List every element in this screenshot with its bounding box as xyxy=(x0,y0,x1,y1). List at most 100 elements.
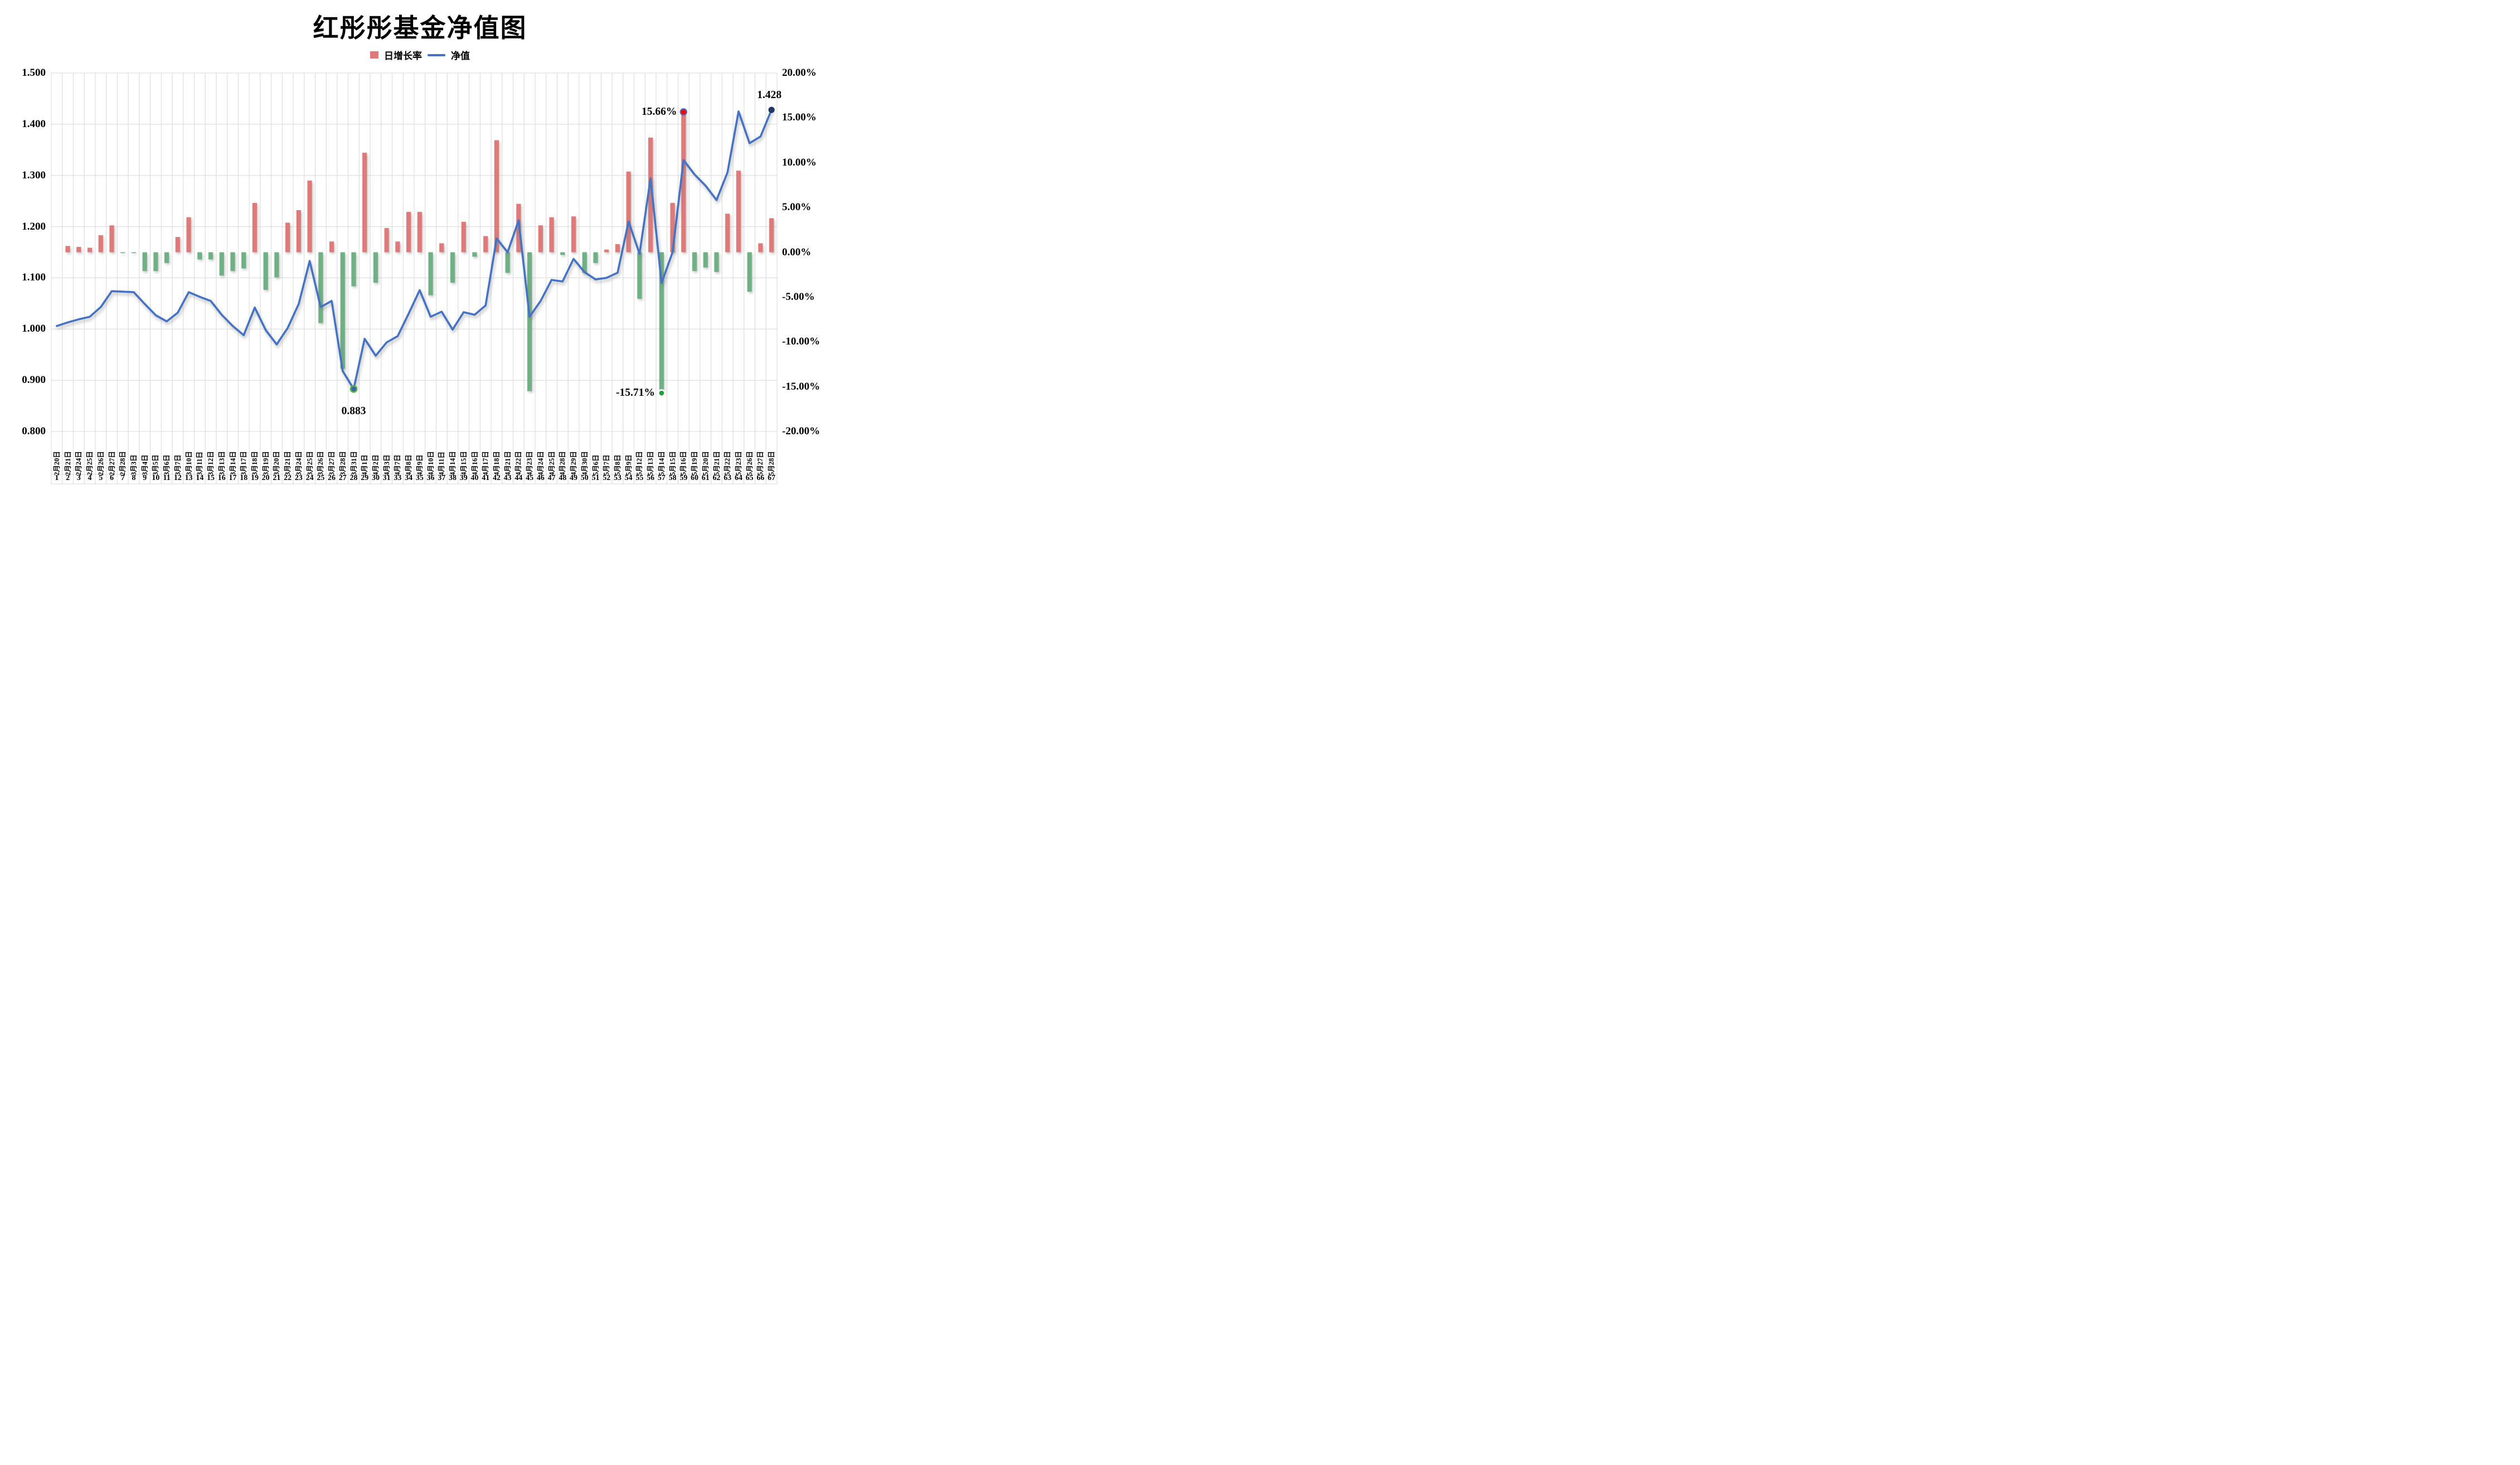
x-axis-date-label: 3月10日 xyxy=(184,451,193,476)
x-axis-index-label: 46 xyxy=(536,474,545,482)
x-axis-date-label: 5月13日 xyxy=(647,451,655,476)
gridlines xyxy=(51,72,778,484)
x-axis-index-label: 41 xyxy=(482,474,490,482)
x-axis-index-label: 44 xyxy=(514,474,523,482)
x-axis-date-label: 2月26日 xyxy=(96,451,105,476)
x-axis-index-label: 33 xyxy=(394,474,402,482)
x-axis-index-label: 48 xyxy=(559,474,567,482)
x-axis-date-label: 5月23日 xyxy=(734,451,742,476)
right-axis-tick: -5.00% xyxy=(782,290,815,303)
x-axis-date-label: 3月20日 xyxy=(273,451,281,476)
left-axis-tick: 0.800 xyxy=(22,425,46,437)
annotation-1.428: 1.428 xyxy=(757,89,782,101)
left-axis-tick: 1.300 xyxy=(22,169,46,181)
x-axis-index-label: 53 xyxy=(613,474,621,482)
x-axis-date-label: 5月9日 xyxy=(624,454,633,476)
x-axis-index-label: 21 xyxy=(273,474,281,482)
left-axis-tick: 1.100 xyxy=(22,271,46,284)
x-axis-index-label: 67 xyxy=(768,474,776,482)
x-axis-date-label: 3月11日 xyxy=(196,451,204,476)
x-axis-date-label: 5月28日 xyxy=(768,451,776,476)
x-axis-date-label: 3月5日 xyxy=(152,454,160,476)
legend-bar-label: 日增长率 xyxy=(384,51,422,61)
x-axis-index-label: 2 xyxy=(66,474,70,482)
x-axis-date-label: 3月18日 xyxy=(250,451,259,476)
x-axis-index-label: 23 xyxy=(294,474,303,482)
x-axis-index-label: 9 xyxy=(143,474,147,482)
x-axis-date-label: 3月28日 xyxy=(338,451,347,476)
x-axis-date-label: 4月8日 xyxy=(405,454,413,476)
x-axis-index-label: 6 xyxy=(110,474,114,482)
x-axis-date-label: 5月7日 xyxy=(603,454,611,476)
x-axis-date-label: 5月16日 xyxy=(679,451,688,476)
x-axis-date-label: 3月21日 xyxy=(284,451,292,476)
legend-line-swatch-icon xyxy=(428,54,445,56)
x-axis-index-label: 18 xyxy=(240,474,248,482)
x-axis-date-label: 3月26日 xyxy=(317,451,325,476)
x-axis-date-label: 5月20日 xyxy=(701,451,710,476)
x-axis-index-label: 19 xyxy=(250,474,259,482)
fund-chart-window: 红彤彤基金净值图 日增长率 净值 1.500 1.400 1.300 1.200 1.1… xyxy=(0,0,840,488)
x-axis-index-label: 10 xyxy=(152,474,160,482)
x-axis-index-label: 45 xyxy=(526,474,534,482)
x-axis-date-label: 4月15日 xyxy=(459,451,468,476)
x-axis-date-label: 4月24日 xyxy=(536,451,545,476)
x-axis-date-label: 4月16日 xyxy=(470,451,479,476)
x-axis-index-label: 20 xyxy=(261,474,270,482)
x-axis-index-label: 57 xyxy=(657,474,666,482)
chart-legend: 日增长率 净值 xyxy=(0,48,840,62)
annotation-15.66%: 15.66% xyxy=(641,105,677,118)
daily-growth-bars xyxy=(65,111,774,394)
x-axis-index-label: 35 xyxy=(415,474,424,482)
x-axis-date-label: 4月2日 xyxy=(371,454,380,476)
x-axis-index-label: 5 xyxy=(99,474,103,482)
x-axis-date-label: 2月27日 xyxy=(108,451,116,476)
x-axis-date-label: 5月26日 xyxy=(745,451,754,476)
x-axis-date-label: 5月6日 xyxy=(591,454,600,476)
right-axis-tick: 15.00% xyxy=(782,111,817,124)
x-axis-index-label: 61 xyxy=(701,474,710,482)
right-axis-tick: -10.00% xyxy=(782,336,820,348)
x-axis-date-label: 3月25日 xyxy=(305,451,314,476)
x-axis-date-label: 4月10日 xyxy=(426,451,435,476)
annotation--15.71%: -15.71% xyxy=(615,387,655,399)
x-axis-index-label: 17 xyxy=(229,474,237,482)
x-axis-index-label: 7 xyxy=(120,474,125,482)
x-axis-index-label: 15 xyxy=(207,474,215,482)
x-axis-date-label: 3月12日 xyxy=(207,451,215,476)
x-axis-index-label: 28 xyxy=(349,474,358,482)
x-axis-index-label: 36 xyxy=(426,474,435,482)
x-axis-date-label: 3月14日 xyxy=(229,451,237,476)
data-point-markers xyxy=(349,106,775,397)
x-axis-date-label: 3月24日 xyxy=(294,451,303,476)
x-axis-index-label: 25 xyxy=(317,474,325,482)
right-axis-tick: -15.00% xyxy=(782,380,820,392)
x-axis-date-label: 3月31日 xyxy=(349,451,358,476)
x-axis-index-label: 58 xyxy=(668,474,677,482)
x-axis-index-label: 65 xyxy=(745,474,754,482)
left-axis-tick: 1.200 xyxy=(22,220,46,232)
x-axis-index-label: 8 xyxy=(132,474,136,482)
right-axis-tick: 10.00% xyxy=(782,156,817,168)
x-axis-index-label: 52 xyxy=(603,474,611,482)
x-axis-date-label: 4月22日 xyxy=(514,451,523,476)
x-axis-index-label: 47 xyxy=(547,474,556,482)
x-axis-date-label: 2月24日 xyxy=(75,451,83,476)
x-axis-index-label: 56 xyxy=(647,474,655,482)
x-axis-date-label: 2月28日 xyxy=(119,451,127,476)
legend-bar-swatch-icon xyxy=(370,51,378,59)
x-axis-index-label: 43 xyxy=(503,474,512,482)
x-axis-date-label: 2月20日 xyxy=(52,451,61,476)
x-axis-index-label: 59 xyxy=(679,474,688,482)
x-axis-index-label: 29 xyxy=(361,474,369,482)
x-axis-date-label: 4月9日 xyxy=(415,454,424,476)
x-axis-index-label: 3 xyxy=(76,474,81,482)
x-axis-date-label: 4月28日 xyxy=(559,451,567,476)
x-axis-index-label: 39 xyxy=(459,474,468,482)
x-axis-index-label: 62 xyxy=(712,474,721,482)
x-axis-date-label: 5月8日 xyxy=(613,454,621,476)
x-axis-date-label: 4月30日 xyxy=(580,451,589,476)
x-axis-index-label: 31 xyxy=(382,474,391,482)
right-axis-tick: 20.00% xyxy=(782,67,817,79)
x-axis-date-label: 5月27日 xyxy=(756,451,765,476)
